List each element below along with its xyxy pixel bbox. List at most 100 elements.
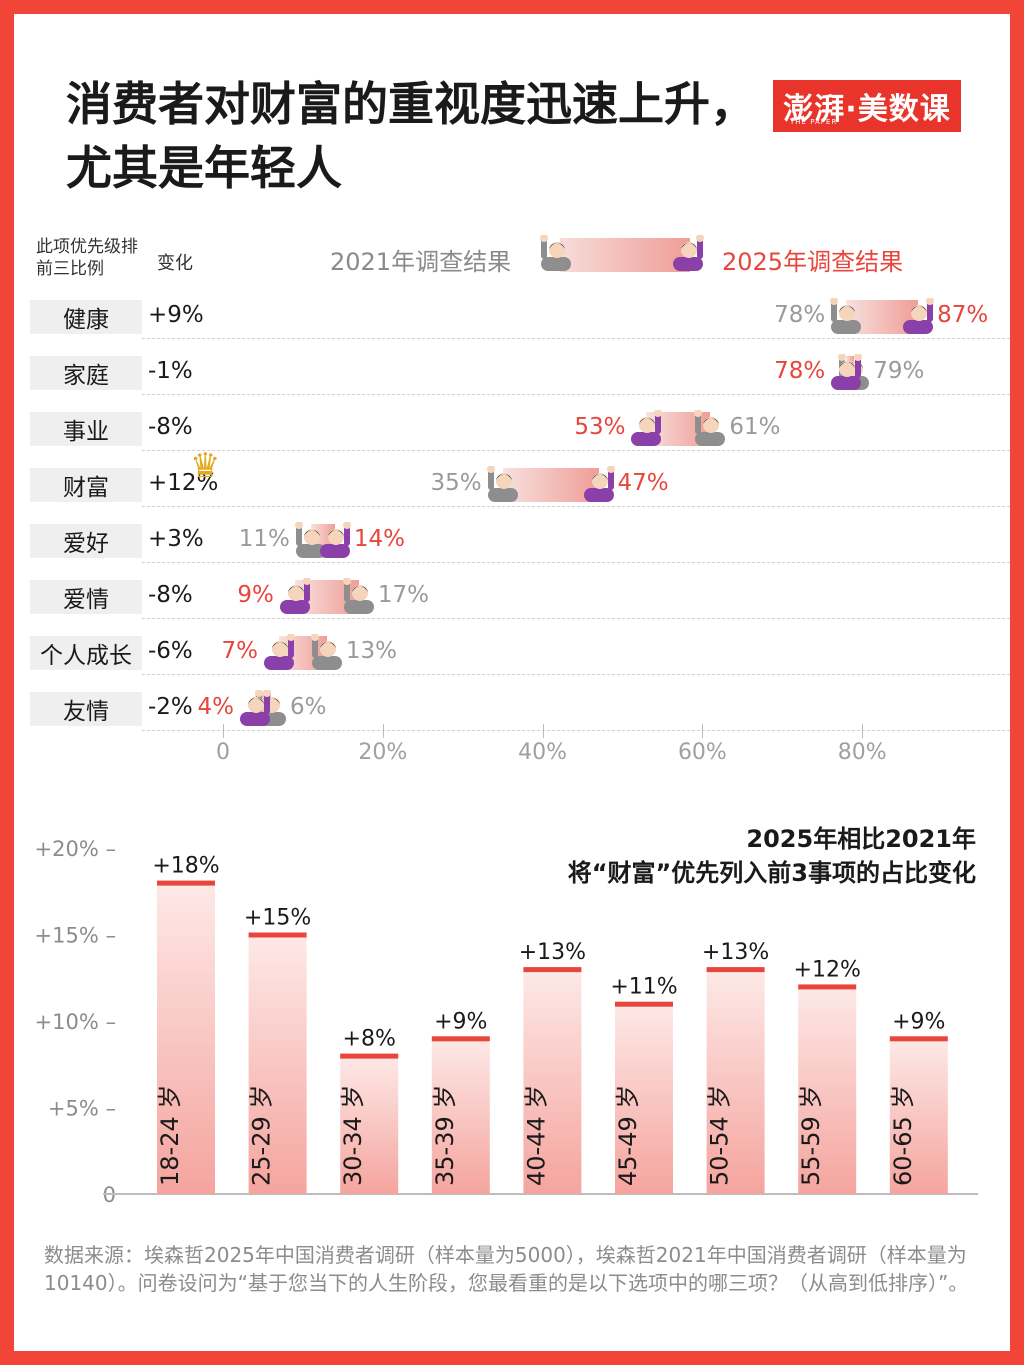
bar: [248, 934, 307, 1194]
woman-raising-hand-icon: [903, 297, 935, 334]
bar-value-label: +13%: [519, 940, 586, 965]
woman-raising-hand-icon: [583, 465, 615, 502]
crown-icon: ♛: [190, 446, 221, 486]
bar: [889, 1038, 948, 1194]
woman-raising-hand-icon: [831, 353, 863, 390]
bar-value-label: +13%: [702, 940, 769, 965]
marker-2025: [318, 521, 352, 558]
age-group-label: 40-44 岁: [522, 1085, 550, 1186]
bar-top-line: [340, 1053, 399, 1059]
change-column-header: 变化: [157, 253, 193, 274]
category-label: 友情: [30, 692, 142, 726]
value-2021: 6%: [289, 694, 327, 720]
value-2021: 61%: [729, 414, 781, 440]
bar-value-label: +18%: [152, 854, 219, 879]
change-value: +3%: [148, 526, 204, 552]
legend-2025-avatar-icon: [671, 234, 705, 271]
marker-2025: [238, 689, 272, 726]
bar: [798, 986, 857, 1194]
row-divider: [142, 338, 1010, 339]
man-raising-hand-icon: [694, 409, 726, 446]
age-group-label: 50-54 岁: [706, 1085, 734, 1186]
change-value: -2%: [148, 694, 193, 720]
category-label: 事业: [30, 412, 142, 446]
category-label: 财富: [30, 468, 142, 502]
row-divider: [142, 394, 1010, 395]
woman-raising-hand-icon: [263, 633, 295, 670]
bar: [340, 1055, 399, 1194]
change-value: -1%: [148, 358, 193, 384]
bar-value-label: +11%: [610, 975, 677, 1000]
value-2021: 13%: [345, 638, 397, 664]
bar-chart-title: 2025年相比2021年 将“财富”优先列入前3事项的占比变化: [456, 822, 976, 890]
value-2025: 9%: [237, 582, 274, 608]
age-group-label: 45-49 岁: [614, 1085, 642, 1186]
marker-2021: [486, 465, 520, 502]
logo-subtext: THE PAPER: [790, 118, 838, 126]
age-group-label: 60-65 岁: [889, 1085, 917, 1186]
bar-chart-title-line-2: 将“财富”优先列入前3事项的占比变化: [567, 859, 976, 887]
value-2025: 78%: [774, 358, 826, 384]
marker-2025: [829, 353, 863, 390]
bar-top-line: [523, 967, 582, 973]
woman-raising-hand-icon: [239, 689, 271, 726]
x-axis-tick-label: 0: [216, 740, 230, 765]
bar-top-line: [798, 984, 857, 990]
value-2021: 78%: [774, 302, 826, 328]
x-axis-tick-label: 20%: [358, 740, 408, 765]
marker-2021: [829, 297, 863, 334]
x-axis-tick-label: 40%: [518, 740, 568, 765]
man-raising-hand-icon: [342, 577, 374, 614]
logo: 澎湃·美数课: [773, 80, 961, 132]
bar: [431, 1038, 490, 1194]
bar-value-label: +15%: [244, 906, 311, 931]
row-divider: [142, 506, 1010, 507]
woman-raising-hand-icon: [673, 234, 704, 271]
man-raising-hand-icon: [310, 633, 342, 670]
x-axis-tick-label: 80%: [837, 740, 887, 765]
legend-gradient-bar: [560, 238, 690, 272]
marker-2025: [262, 633, 296, 670]
age-group-label: 25-29 岁: [248, 1085, 276, 1186]
value-2021: 35%: [430, 470, 482, 496]
row-divider: [142, 618, 1010, 619]
y-axis-tick-label: +20% –: [35, 837, 116, 861]
bar-top-line: [615, 1001, 673, 1007]
change-value: -8%: [148, 414, 193, 440]
value-2025: 87%: [937, 302, 989, 328]
bar-top-line: [248, 932, 307, 938]
marker-2021: [693, 409, 727, 446]
legend-2021-avatar-icon: [539, 234, 573, 271]
row-divider: [142, 562, 1010, 563]
bar: [157, 882, 215, 1194]
age-group-label: 55-59 岁: [797, 1085, 825, 1186]
row-divider: [142, 674, 1010, 675]
age-group-label: 18-24 岁: [156, 1085, 184, 1186]
marker-2025: [629, 409, 663, 446]
bar-top-line: [157, 880, 215, 886]
data-source-note: 数据来源：埃森哲2025年中国消费者调研（样本量为5000），埃森哲2021年中…: [44, 1243, 969, 1295]
x-axis-tick: [542, 724, 544, 738]
bar-value-label: +9%: [892, 1009, 945, 1034]
woman-raising-hand-icon: [279, 577, 311, 614]
value-2025: 53%: [574, 414, 626, 440]
x-axis-tick: [382, 724, 384, 738]
page-title: 消费者对财富的重视度迅速上升，尤其是年轻人: [66, 77, 756, 195]
category-label: 家庭: [30, 356, 142, 390]
x-axis-tick-label: 60%: [677, 740, 727, 765]
age-group-label: 30-34 岁: [339, 1085, 367, 1186]
row-divider: [142, 730, 1010, 731]
age-group-label: 35-39 岁: [431, 1085, 459, 1186]
value-2021: 17%: [377, 582, 429, 608]
y-axis-tick-label: +5% –: [48, 1097, 116, 1121]
category-label: 个人成长: [30, 636, 142, 670]
value-2025: 14%: [353, 526, 405, 552]
marker-2025: [278, 577, 312, 614]
row-divider: [142, 450, 1010, 451]
value-2021: 79%: [873, 358, 925, 384]
woman-raising-hand-icon: [319, 521, 351, 558]
category-label: 爱好: [30, 524, 142, 558]
woman-raising-hand-icon: [631, 409, 663, 446]
bar: [523, 969, 582, 1194]
